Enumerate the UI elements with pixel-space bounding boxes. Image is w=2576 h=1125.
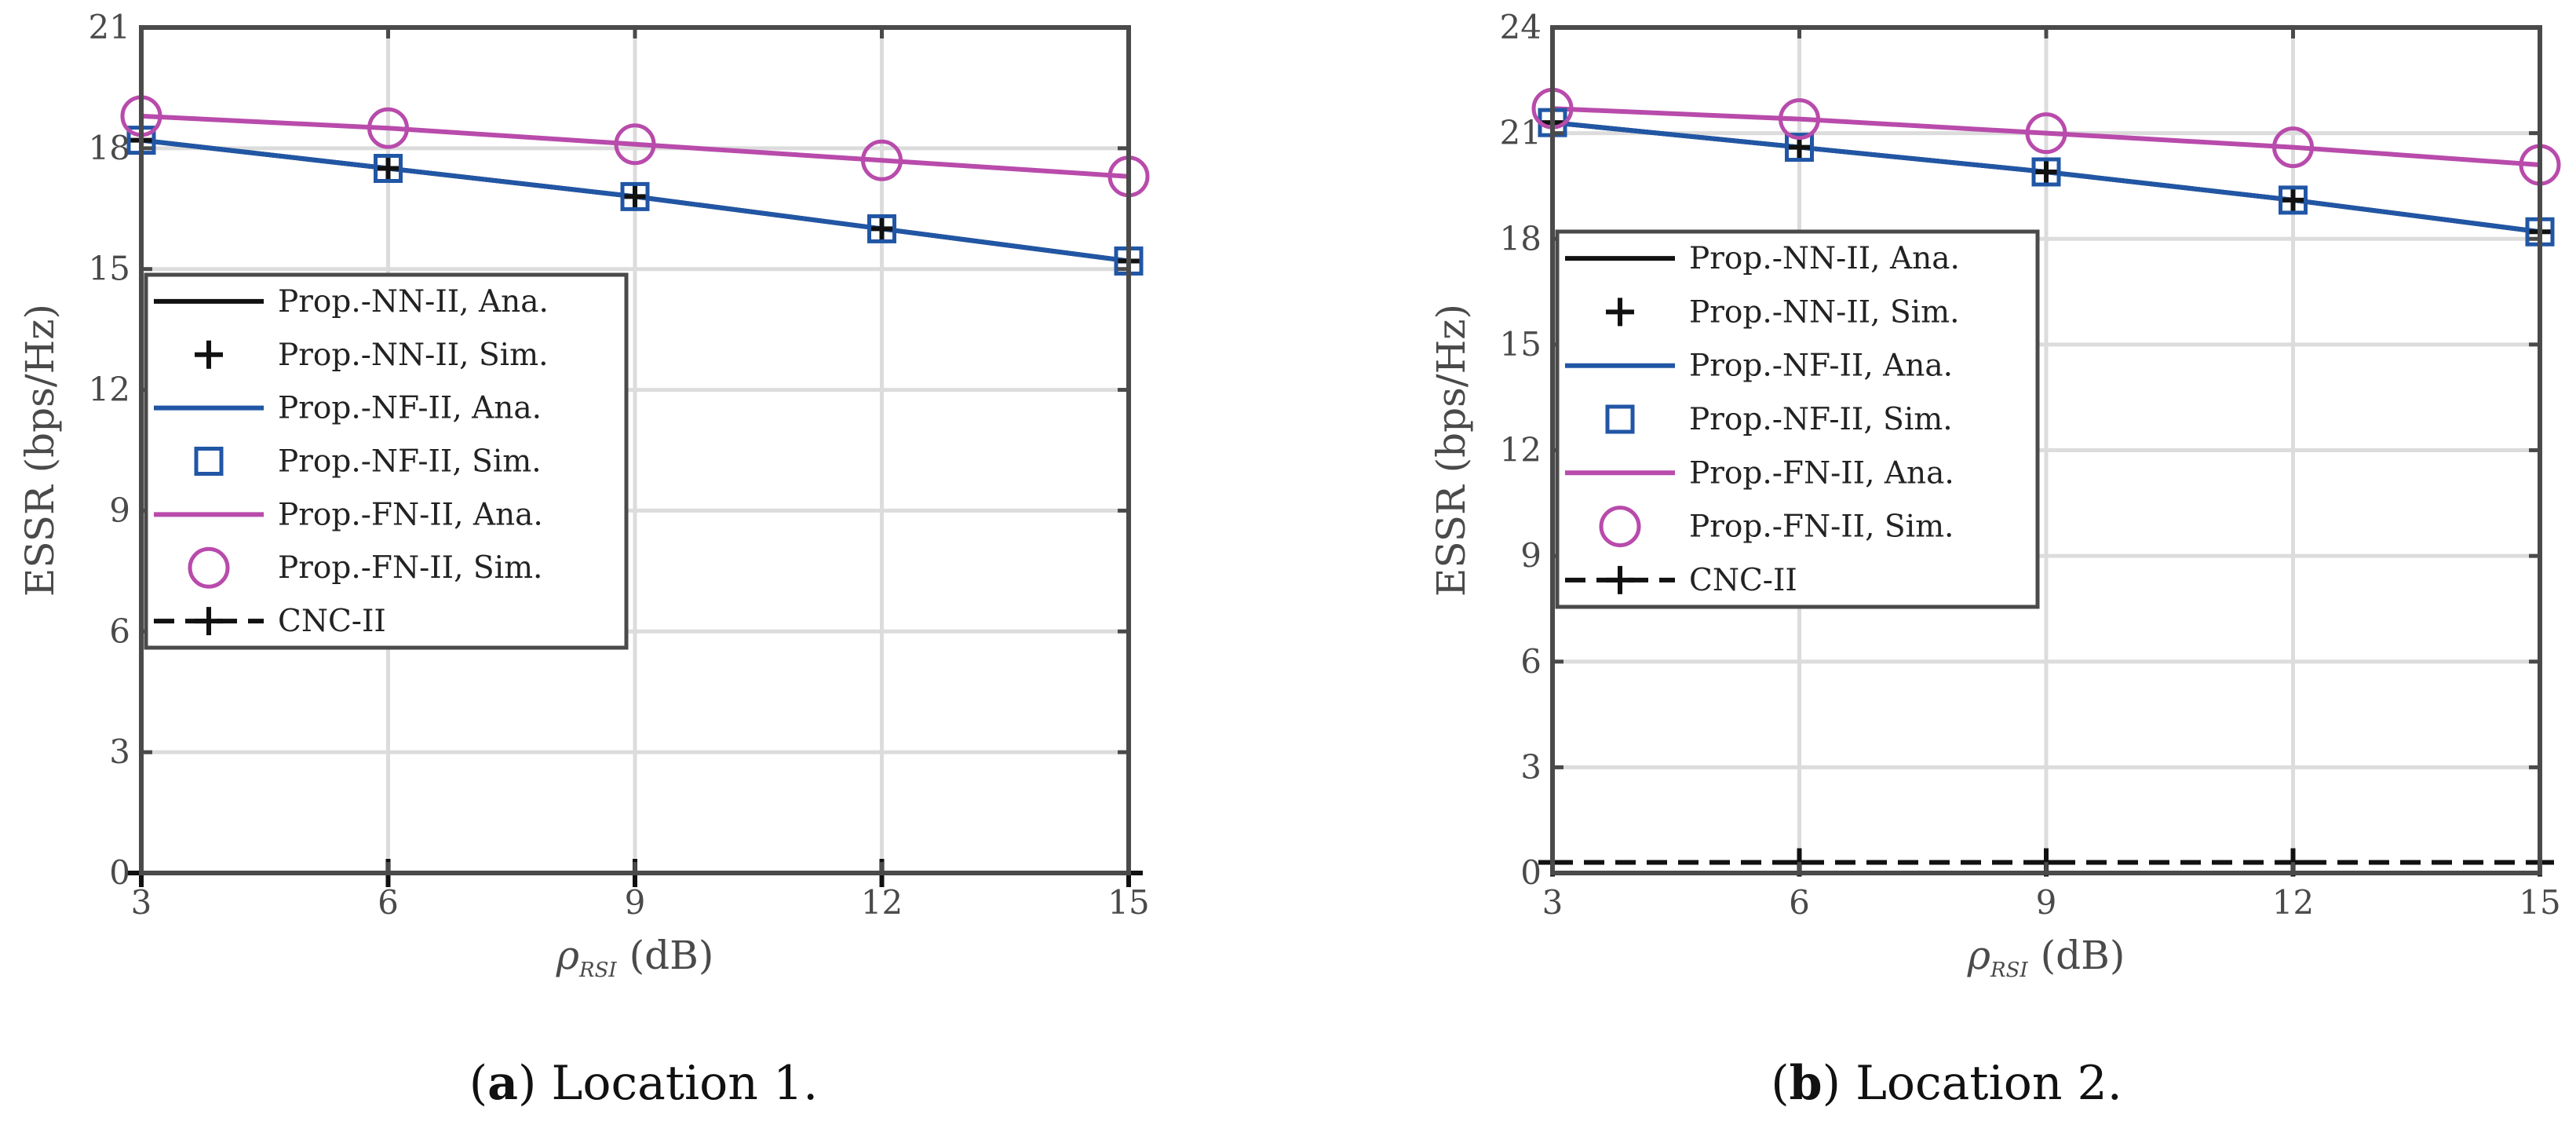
legend-a-prop-nn-ii-sim-label: Prop.-NN-II, Sim. (278, 338, 549, 373)
series-line-a-prop-fn-ii-ana (140, 113, 1129, 179)
legend-box-a (144, 272, 629, 650)
ytick-label-b-9: 9 (1520, 536, 1542, 575)
x-axis-unit-b: (dB) (2028, 933, 2125, 978)
legend-a-prop-nn-ii-ana-label: Prop.-NN-II, Ana. (278, 284, 549, 320)
legend-b-prop-fn-ii-sim-marker (1599, 506, 1641, 548)
xtick-label-b-6: 6 (1789, 883, 1810, 922)
legend-a-prop-nn-ii-sim-marker (195, 340, 223, 369)
xtick-label-a-9: 9 (625, 883, 646, 922)
legend-a-cnc-ii-label: CNC-II (278, 604, 386, 639)
legend-a-prop-nf-ii-sim-label: Prop.-NF-II, Sim. (278, 444, 542, 480)
legend-a-cnc-ii-marker (195, 607, 223, 636)
xtick-label-b-12: 12 (2272, 883, 2314, 922)
ytick-label-b-21: 21 (1500, 114, 1542, 152)
marker-a-prop-nn-ii-sim-2 (621, 182, 649, 211)
ytick-label-a-6: 6 (109, 612, 130, 650)
ytick-label-a-0: 0 (109, 853, 130, 892)
ytick-label-b-15: 15 (1500, 325, 1542, 363)
caption-a: (a) Location 1. (469, 1056, 819, 1111)
legend-a-prop-fn-ii-sim-marker (188, 546, 230, 589)
legend-a-prop-nf-ii-ana-label: Prop.-NF-II, Ana. (278, 391, 542, 426)
legend-b-prop-nf-ii-ana-label: Prop.-NF-II, Ana. (1689, 349, 1953, 384)
legend-b-prop-nn-ii-ana-label: Prop.-NN-II, Ana. (1689, 241, 1960, 276)
x-axis-subscript-a: RSI (578, 959, 617, 982)
x-axis-label-b: ρRSI (dB) (1967, 933, 2125, 982)
caption-a-letter: a (487, 1056, 518, 1111)
legend-b-prop-nn-ii-sim-label: Prop.-NN-II, Sim. (1689, 294, 1960, 330)
ytick-label-b-0: 0 (1520, 853, 1542, 892)
x-axis-label-a: ρRSI (dB) (556, 933, 714, 982)
ytick-label-b-18: 18 (1500, 219, 1542, 258)
ytick-label-a-12: 12 (89, 371, 130, 409)
legend-b-prop-nf-ii-sim-label: Prop.-NF-II, Sim. (1689, 402, 1953, 437)
y-axis-label-a: ESSR (bps/Hz) (17, 304, 63, 597)
y-axis-label-b: ESSR (bps/Hz) (1428, 304, 1474, 597)
xtick-label-b-15: 15 (2519, 883, 2560, 922)
marker-b-prop-fn-ii-sim-1 (1779, 98, 1820, 141)
xtick-label-a-3: 3 (131, 883, 152, 922)
legend-box-b (1555, 229, 2040, 609)
x-axis-subscript-b: RSI (1990, 959, 2028, 982)
ytick-label-a-15: 15 (89, 250, 130, 288)
series-line-b-prop-fn-ii-ana (1552, 106, 2541, 168)
marker-b-prop-nn-ii-sim-2 (2032, 157, 2060, 186)
caption-b: (b) Location 2. (1771, 1056, 2122, 1111)
legend-a: Prop.-NN-II, Ana. Prop.-NN-II, Sim. Prop.-… (144, 272, 629, 650)
marker-a-prop-fn-ii-sim-1 (367, 107, 409, 149)
ytick-label-a-18: 18 (89, 129, 130, 167)
xtick-label-a-15: 15 (1107, 883, 1149, 922)
marker-b-prop-nf-ii-sim-1 (1785, 133, 1814, 163)
caption-a-text: Location 1. (552, 1056, 819, 1111)
xtick-label-a-12: 12 (861, 883, 903, 922)
legend-b: Prop.-NN-II, Ana. Prop.-NN-II, Sim. Prop.-… (1555, 229, 2040, 609)
legend-b-prop-nf-ii-sim-marker (1605, 404, 1635, 434)
ytick-label-a-3: 3 (109, 732, 130, 771)
legend-b-prop-fn-ii-sim-label: Prop.-FN-II, Sim. (1689, 510, 1954, 545)
legend-b-prop-nn-ii-sim-marker (1606, 298, 1634, 327)
marker-a-prop-fn-ii-sim-2 (614, 123, 656, 166)
ytick-label-b-3: 3 (1520, 747, 1542, 786)
caption-b-text: Location 2. (1855, 1056, 2122, 1111)
marker-b-prop-fn-ii-sim-3 (2272, 126, 2314, 169)
xtick-label-b-9: 9 (2036, 883, 2057, 922)
marker-a-prop-nf-ii-sim-3 (867, 214, 896, 243)
marker-a-prop-nf-ii-sim-1 (374, 154, 403, 183)
x-axis-unit-a: (dB) (617, 933, 714, 978)
legend-b-prop-fn-ii-ana-label: Prop.-FN-II, Ana. (1689, 455, 1954, 491)
caption-b-letter: b (1790, 1056, 1823, 1111)
marker-b-prop-fn-ii-sim-2 (2025, 112, 2067, 155)
xtick-label-a-6: 6 (378, 883, 399, 922)
legend-b-cnc-ii-marker (1606, 565, 1634, 594)
ytick-label-b-24: 24 (1500, 8, 1542, 46)
marker-b-prop-nn-ii-sim-3 (2279, 185, 2308, 214)
marker-b-prop-nf-ii-sim-2 (2031, 157, 2061, 187)
x-axis-symbol-a: ρ (556, 933, 580, 978)
marker-a-prop-nn-ii-sim-3 (867, 214, 896, 243)
ytick-label-a-9: 9 (109, 491, 130, 529)
legend-a-prop-fn-ii-sim-label: Prop.-FN-II, Sim. (278, 550, 542, 586)
marker-a-prop-nf-ii-sim-2 (620, 181, 650, 211)
marker-b-prop-nf-ii-sim-3 (2279, 185, 2308, 215)
ytick-label-a-21: 21 (89, 8, 130, 46)
ytick-label-b-6: 6 (1520, 642, 1542, 681)
x-axis-symbol-b: ρ (1967, 933, 1991, 978)
marker-a-prop-nn-ii-sim-1 (374, 154, 403, 183)
xtick-label-b-3: 3 (1542, 883, 1563, 922)
legend-a-prop-fn-ii-ana-label: Prop.-FN-II, Ana. (278, 497, 543, 532)
ytick-label-b-12: 12 (1500, 431, 1542, 469)
legend-b-cnc-ii-label: CNC-II (1689, 563, 1797, 598)
marker-a-prop-fn-ii-sim-3 (861, 139, 903, 181)
legend-a-prop-nf-ii-sim-marker (194, 447, 224, 476)
